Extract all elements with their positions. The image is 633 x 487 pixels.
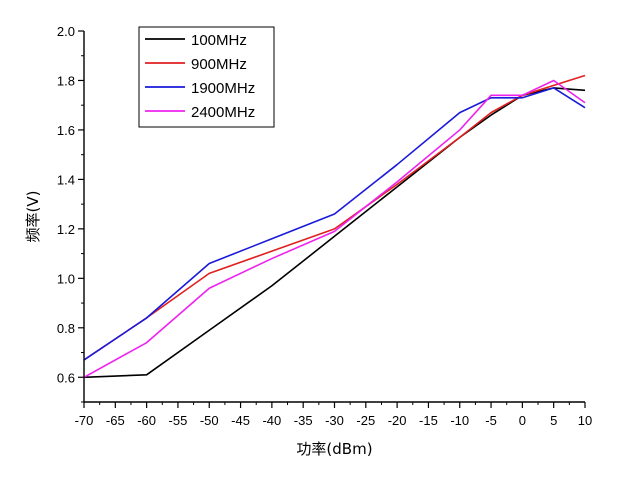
legend-label: 100MHz	[191, 32, 247, 49]
y-tick-label: 1.4	[57, 172, 75, 187]
y-tick-label: 1.6	[57, 123, 75, 138]
x-tick-label: -40	[262, 413, 281, 428]
legend: 100MHz 900MHz 1900MHz 2400MHz	[138, 26, 275, 128]
y-tick-label: 2.0	[57, 24, 75, 39]
tick-labels: -70 -65 -60 -55 -50 -45 -40 -35 -30 -25 -20 -15 -10-…	[57, 24, 592, 428]
x-tick-label: -50	[200, 413, 219, 428]
x-tick-label: -70	[75, 413, 94, 428]
x-tick-label: -55	[169, 413, 188, 428]
x-tick-label: 5	[550, 413, 557, 428]
legend-label: 1900MHz	[191, 80, 255, 97]
x-tick-label: -65	[106, 413, 125, 428]
legend-label: 2400MHz	[191, 104, 255, 121]
y-tick-label: 1.2	[57, 222, 75, 237]
x-tick-label: -5	[485, 413, 497, 428]
x-tick-label: -15	[419, 413, 438, 428]
x-tick-label: -35	[294, 413, 313, 428]
y-tick-label: 1.0	[57, 271, 75, 286]
legend-label: 900MHz	[191, 56, 247, 73]
plot-lines	[83, 74, 586, 379]
ticks	[78, 30, 586, 408]
y-tick-label: 0.8	[57, 321, 75, 336]
y-axis-title: 频率(V)	[24, 191, 42, 243]
x-tick-label: 10	[578, 413, 592, 428]
x-tick-label: -25	[356, 413, 375, 428]
x-axis-title: 功率(dBm)	[296, 440, 372, 458]
x-tick-label: -60	[137, 413, 156, 428]
series-line-900mhz	[83, 74, 586, 361]
x-tick-label: -10	[450, 413, 469, 428]
x-tick-label: -20	[388, 413, 407, 428]
y-tick-label: 0.6	[57, 370, 75, 385]
x-tick-label: -30	[325, 413, 344, 428]
series-line-100mhz	[83, 87, 586, 379]
series-line-2400mhz	[83, 79, 586, 378]
y-tick-label: 1.8	[57, 73, 75, 88]
series-line-1900mhz	[83, 87, 586, 361]
x-tick-label: 0	[519, 413, 526, 428]
x-tick-label: -45	[231, 413, 250, 428]
